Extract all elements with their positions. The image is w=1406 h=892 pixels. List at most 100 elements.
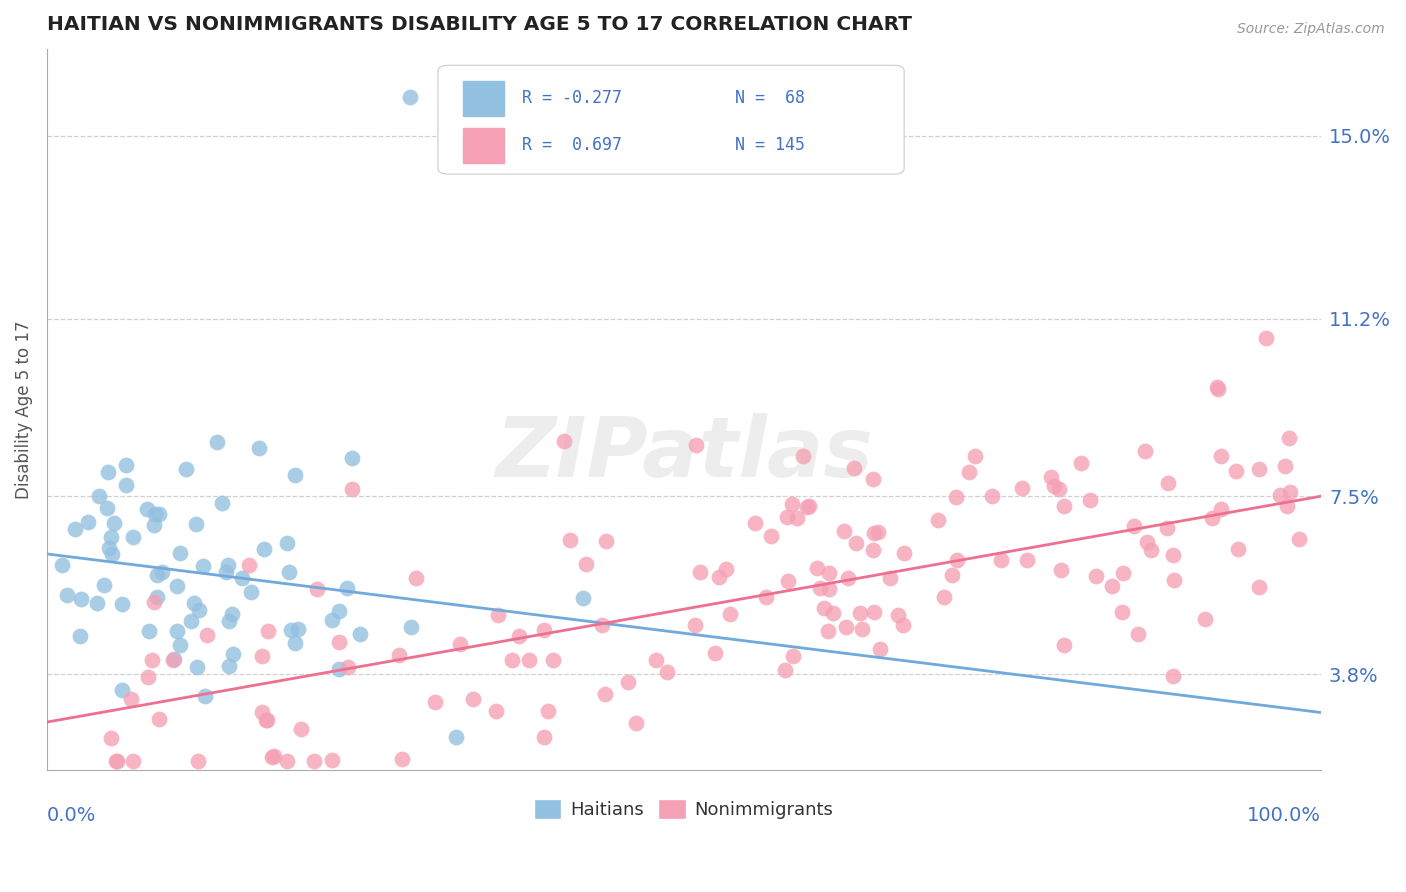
Point — [957, 465, 980, 479]
Point — [817, 582, 839, 597]
Point — [221, 607, 243, 621]
Point — [461, 692, 484, 706]
Point — [186, 660, 208, 674]
Point — [517, 653, 540, 667]
Point — [1209, 502, 1232, 516]
Point — [105, 754, 128, 768]
Point — [862, 543, 884, 558]
Point — [817, 566, 839, 581]
Point — [100, 731, 122, 745]
Text: Source: ZipAtlas.com: Source: ZipAtlas.com — [1237, 22, 1385, 37]
Point — [1111, 566, 1133, 580]
Point — [218, 659, 240, 673]
Point — [1080, 493, 1102, 508]
Point — [115, 477, 138, 491]
Point — [69, 629, 91, 643]
Point — [287, 623, 309, 637]
Point — [593, 687, 616, 701]
Point — [222, 648, 245, 662]
Point — [253, 542, 276, 557]
Point — [76, 516, 98, 530]
Point — [1247, 580, 1270, 594]
Point — [302, 754, 325, 768]
Text: R =  0.697: R = 0.697 — [522, 136, 621, 154]
Point — [328, 635, 350, 649]
Point — [845, 536, 868, 550]
Point — [217, 558, 239, 572]
Legend: Haitians, Nonimmigrants: Haitians, Nonimmigrants — [527, 791, 841, 826]
Point — [276, 754, 298, 768]
Point — [240, 585, 263, 599]
Point — [1043, 479, 1066, 493]
Point — [120, 692, 142, 706]
Point — [284, 467, 307, 482]
Point — [560, 533, 582, 547]
Point — [96, 501, 118, 516]
Point — [257, 624, 280, 639]
Point — [166, 624, 188, 639]
Point — [1126, 627, 1149, 641]
Point — [183, 596, 205, 610]
Point — [1163, 574, 1185, 588]
Point — [782, 648, 804, 663]
Point — [689, 566, 711, 580]
Point — [932, 590, 955, 604]
Point — [188, 603, 211, 617]
Point — [1288, 532, 1310, 546]
Point — [148, 712, 170, 726]
Point — [1122, 519, 1144, 533]
Point — [1101, 579, 1123, 593]
Point — [191, 559, 214, 574]
Point — [575, 557, 598, 571]
Point — [592, 618, 614, 632]
Point — [1085, 569, 1108, 583]
Point — [1163, 548, 1185, 562]
Point — [444, 730, 467, 744]
Point — [187, 754, 209, 768]
Point — [263, 748, 285, 763]
Point — [891, 618, 914, 632]
Point — [1206, 379, 1229, 393]
Point — [488, 608, 510, 623]
Point — [122, 754, 145, 768]
Point — [533, 730, 555, 744]
Point — [138, 624, 160, 638]
Point — [211, 496, 233, 510]
Point — [250, 705, 273, 719]
Point — [391, 752, 413, 766]
Point — [423, 695, 446, 709]
Point — [97, 541, 120, 555]
Point — [399, 90, 422, 104]
Point — [868, 525, 890, 540]
Point — [744, 516, 766, 530]
Point — [111, 682, 134, 697]
Point — [449, 637, 471, 651]
Point — [1050, 563, 1073, 577]
Point — [572, 591, 595, 606]
Point — [122, 530, 145, 544]
Point — [945, 490, 967, 504]
Point — [835, 620, 858, 634]
Point — [981, 489, 1004, 503]
Y-axis label: Disability Age 5 to 17: Disability Age 5 to 17 — [15, 320, 32, 499]
Point — [1194, 612, 1216, 626]
Point — [683, 618, 706, 632]
Point — [776, 509, 799, 524]
Point — [755, 590, 778, 604]
Point — [714, 562, 737, 576]
Point — [595, 533, 617, 548]
Point — [215, 565, 238, 579]
Point — [256, 714, 278, 728]
Point — [1140, 542, 1163, 557]
Point — [142, 595, 165, 609]
Point — [844, 460, 866, 475]
Point — [1135, 535, 1157, 549]
Point — [617, 674, 640, 689]
Point — [307, 582, 329, 596]
Point — [778, 574, 800, 588]
Point — [1111, 605, 1133, 619]
Point — [321, 754, 343, 768]
Point — [946, 553, 969, 567]
Point — [399, 620, 422, 634]
Point — [862, 472, 884, 486]
